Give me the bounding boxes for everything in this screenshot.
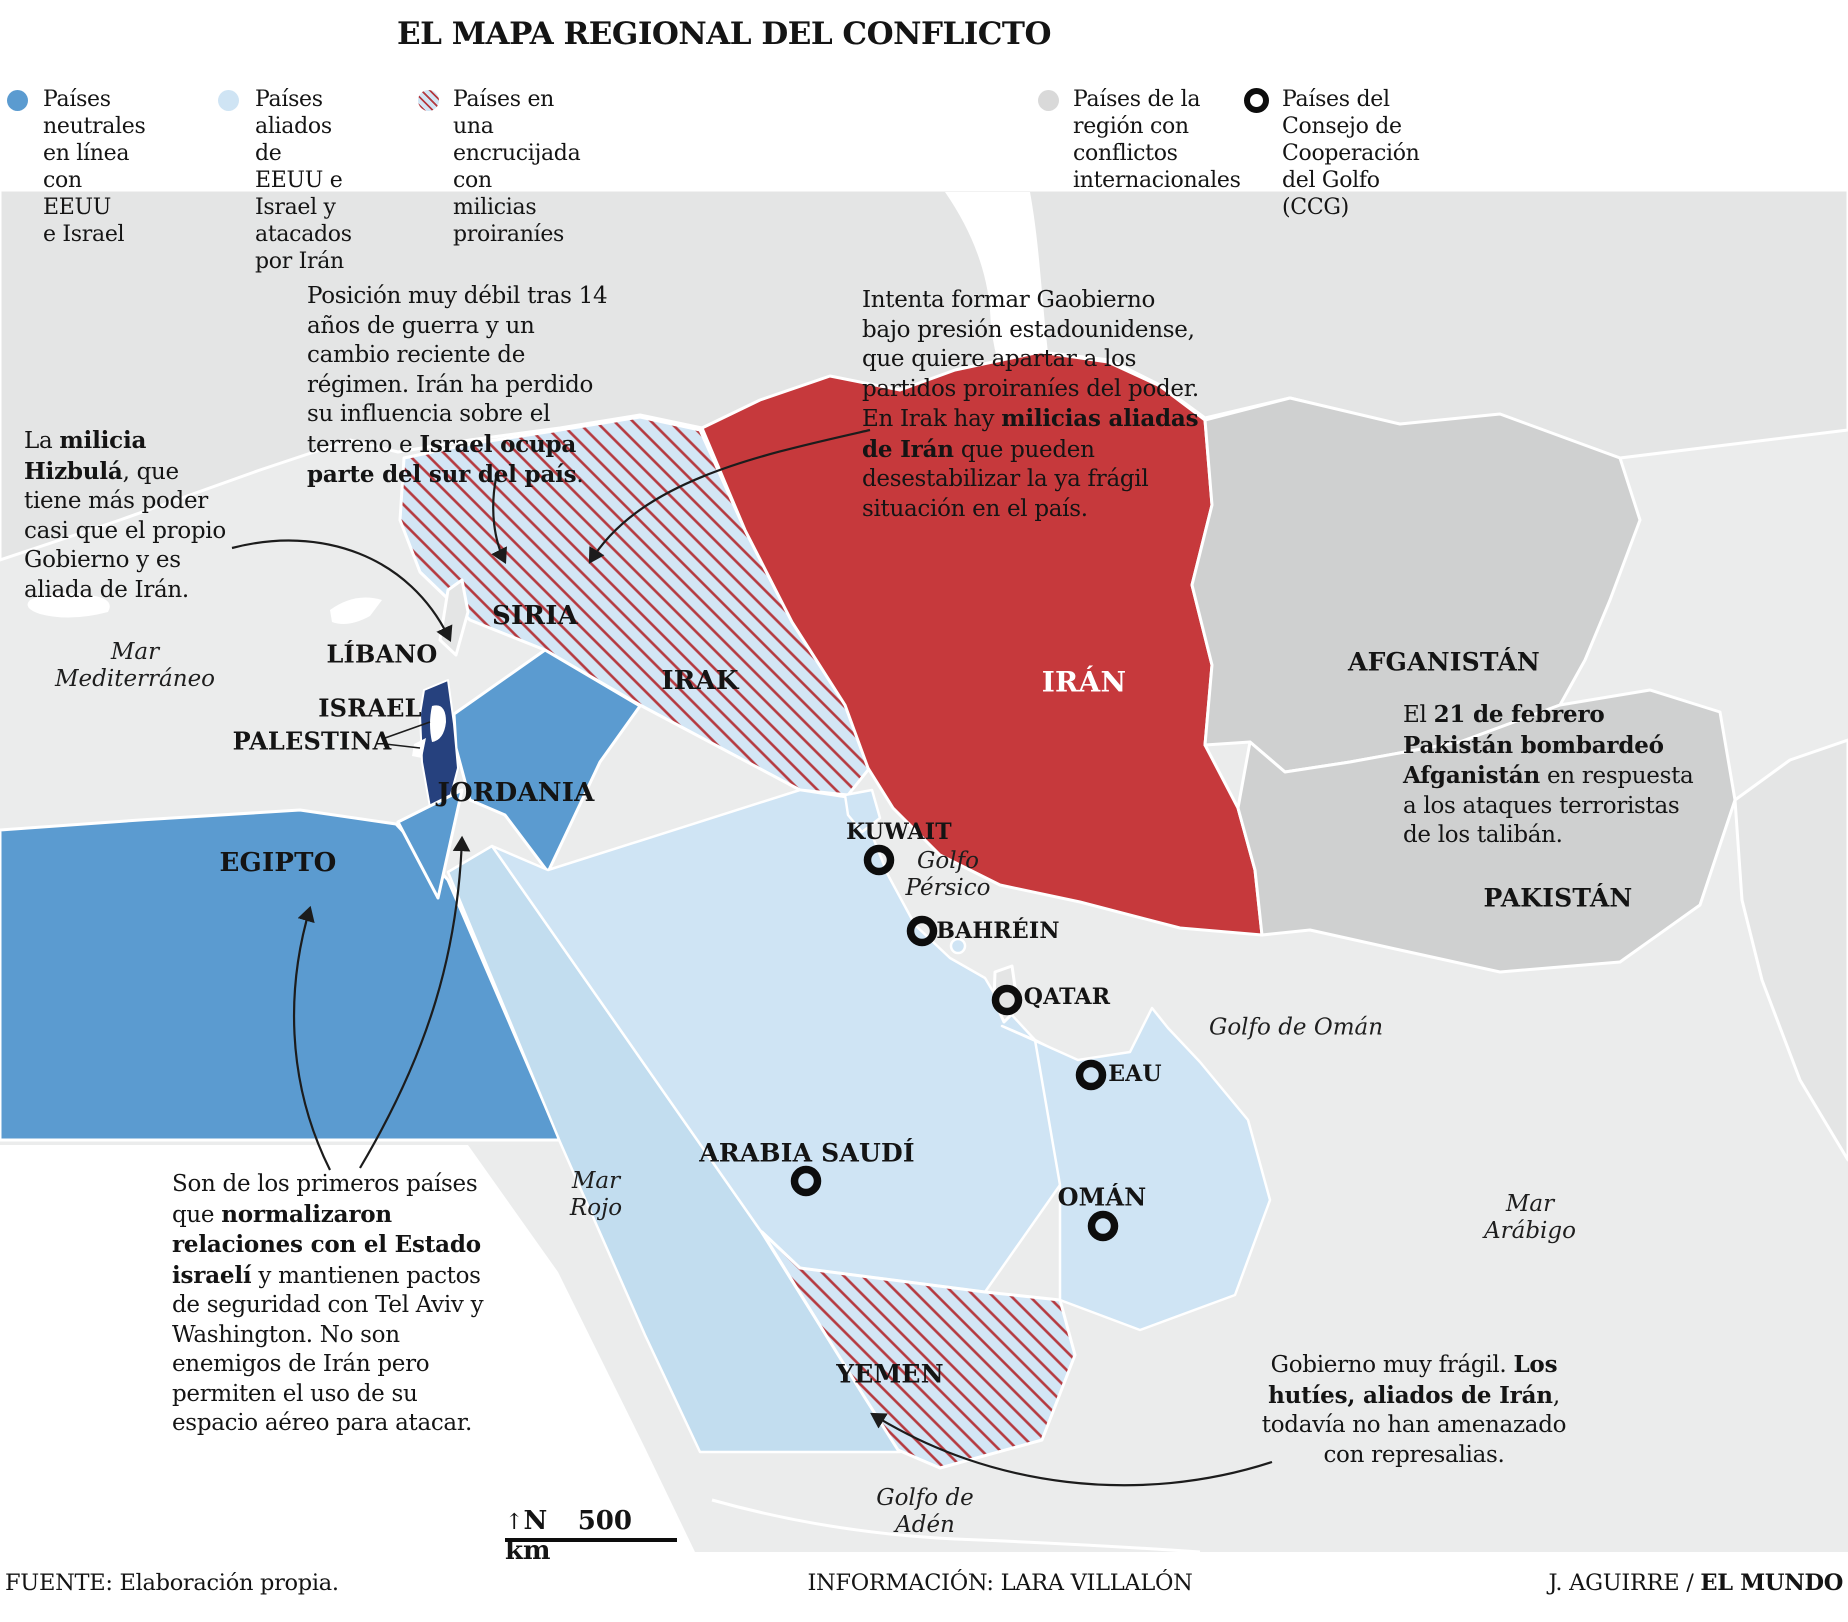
arrow-lebanon	[231, 539, 453, 642]
country-label-irán: IRÁN	[1041, 665, 1127, 699]
legend-label: Países del Consejo de Cooperación del Go…	[1282, 87, 1420, 220]
country-pakistan	[1236, 688, 1737, 974]
annotation-text: milicias aliadas de Irán	[862, 405, 1199, 463]
ally-dot-icon	[218, 90, 239, 111]
annotation-yemen: Gobierno muy frágil. Los hutíes, aliados…	[1240, 1350, 1588, 1470]
region-india	[1733, 738, 1848, 1162]
ccg-rings-group	[790, 844, 1119, 1242]
page-white-corner	[0, 1145, 695, 1552]
annotation-text: Posición muy débil tras 14 años de guerr…	[307, 283, 608, 458]
annotation-iraq: Intenta formar Gaobierno bajo presión es…	[862, 286, 1206, 524]
sea-label-golfo-de-adén: Golfo de Adén	[876, 1485, 974, 1538]
annotation-text: Israel ocupa parte del sur del país	[307, 430, 577, 489]
annotation-text: Intenta formar Gaobierno bajo presión es…	[862, 287, 1199, 432]
country-label-bahréin: BAHRÉIN	[936, 918, 1060, 944]
country-label-afganistán: AFGANISTÁN	[1348, 647, 1540, 677]
annotation-syria: Posición muy débil tras 14 años de guerr…	[307, 282, 609, 491]
annotation-text: La	[24, 428, 60, 454]
scale-rule	[505, 1538, 677, 1542]
hatch-dot-icon	[418, 90, 439, 111]
legend-label: Países de la región con conflictos inter…	[1073, 87, 1241, 193]
country-label-yemen: YEMEN	[836, 1359, 944, 1389]
arrow-yemen	[870, 1412, 1273, 1487]
country-label-pakistán: PAKISTÁN	[1483, 883, 1633, 913]
country-label-palestina: PALESTINA	[232, 726, 392, 756]
footer-credit-author: J. AGUIRRE /	[1548, 1570, 1701, 1596]
ccg-ring-kuwait	[863, 844, 895, 876]
arrow-syria	[491, 477, 507, 564]
island-crete	[27, 592, 110, 618]
footer-credit: J. AGUIRRE / EL MUNDO	[1548, 1570, 1843, 1596]
ccg-ring-bahrein	[906, 915, 938, 947]
country-label-arabia-saudí: ARABIA SAUDÍ	[699, 1138, 915, 1168]
footer-info: INFORMACIÓN: LARA VILLALÓN	[807, 1570, 1193, 1596]
annotation-arrows	[231, 428, 1273, 1487]
legend-label: Países en una encrucijada con milicias p…	[453, 87, 581, 247]
palestina-pointer-gaza	[384, 743, 421, 749]
caspian-sea	[945, 192, 1052, 407]
annotation-text: El	[1403, 702, 1434, 728]
palestina-pointer-west-bank	[384, 721, 431, 739]
arrow-egypt	[292, 905, 331, 1171]
gray-dot-icon	[1038, 90, 1059, 111]
annotation-text: milicia Hizbulá	[24, 427, 147, 485]
annotation-text: Gobierno muy frágil.	[1270, 1352, 1514, 1378]
annotation-text: y mantienen pactos de seguridad con Tel …	[172, 1262, 484, 1437]
country-bahrain	[949, 937, 967, 955]
territory-west-bank	[430, 705, 446, 742]
annotation-text: 21 de febrero Pakistán bombardeó Afganis…	[1403, 701, 1664, 789]
ccg-ring-qatar	[991, 984, 1023, 1016]
island-cyprus	[330, 597, 382, 624]
country-uae-oman	[1000, 1006, 1272, 1332]
annotation-text: , que tiene más poder casi que el propio…	[24, 458, 226, 603]
annotation-lebanon: La milicia Hizbulá, que tiene más poder …	[24, 426, 242, 605]
neutral-dot-icon	[7, 90, 28, 111]
annotation-egypt: Son de los primeros países que normaliza…	[172, 1170, 496, 1439]
annotation-text: Los hutíes, aliados de Irán	[1268, 1351, 1558, 1409]
annotation-pakistan: El 21 de febrero Pakistán bombardeó Afga…	[1403, 700, 1705, 851]
sea-label-golfo-de-omán: Golfo de Omán	[1208, 1014, 1384, 1041]
annotation-text: Son de los primeros países que	[172, 1171, 478, 1228]
annotation-text: , todavía no han amenazado con represali…	[1261, 1382, 1567, 1468]
annotation-text: normalizaron relaciones con el Estado is…	[172, 1200, 481, 1289]
horn-of-africa-coast	[711, 1498, 1201, 1554]
country-label-egipto: EGIPTO	[219, 848, 337, 878]
legend-label: Países neutrales en línea con EEUU e Isr…	[43, 87, 146, 247]
sea-label-mar-arábigo: Mar Arábigo	[1484, 1191, 1576, 1244]
country-label-irak: IRAK	[661, 666, 739, 696]
north-arrow-icon: ↑	[505, 1510, 524, 1535]
country-label-kuwait: KUWAIT	[846, 819, 952, 845]
country-label-qatar: QATAR	[1023, 984, 1111, 1010]
north-label: N	[523, 1506, 548, 1536]
country-iran	[700, 350, 1264, 937]
arrow-jordan	[359, 835, 471, 1169]
ccg-ring-icon	[1244, 88, 1269, 113]
legend-label: Países aliados de EEUU e Israel y atacad…	[255, 87, 352, 274]
region-sinai	[396, 788, 464, 900]
country-kuwait	[843, 788, 882, 834]
sea-label-golfo-pérsico: Golfo Pérsico	[905, 848, 991, 901]
ccg-ring-arabia-saudi	[790, 1165, 822, 1197]
footer-credit-brand: EL MUNDO	[1700, 1570, 1843, 1596]
country-label-jordania: JORDANIA	[437, 778, 595, 808]
page-title: EL MAPA REGIONAL DEL CONFLICTO	[397, 16, 1052, 52]
country-label-líbano: LÍBANO	[326, 639, 438, 669]
ccg-ring-eau	[1075, 1059, 1107, 1091]
country-label-eau: EAU	[1108, 1061, 1162, 1087]
sea-label-mar-mediterráneo: Mar Mediterráneo	[54, 639, 216, 692]
arrow-iraq	[588, 428, 871, 564]
ccg-ring-oman	[1087, 1210, 1119, 1242]
annotation-text: que pueden desestabilizar la ya frágil s…	[862, 436, 1149, 522]
country-label-omán: OMÁN	[1057, 1182, 1147, 1212]
country-label-siria: SIRIA	[492, 601, 578, 631]
scale-bar: ↑N 500 km	[505, 1506, 680, 1566]
country-label-israel: ISRAEL	[318, 693, 422, 723]
footer-source: FUENTE: Elaboración propia.	[5, 1570, 339, 1596]
annotation-text: en respuesta a los ataques terroristas d…	[1403, 763, 1694, 848]
sea-label-mar-rojo: Mar Rojo	[569, 1168, 623, 1221]
annotation-text: .	[576, 462, 584, 488]
